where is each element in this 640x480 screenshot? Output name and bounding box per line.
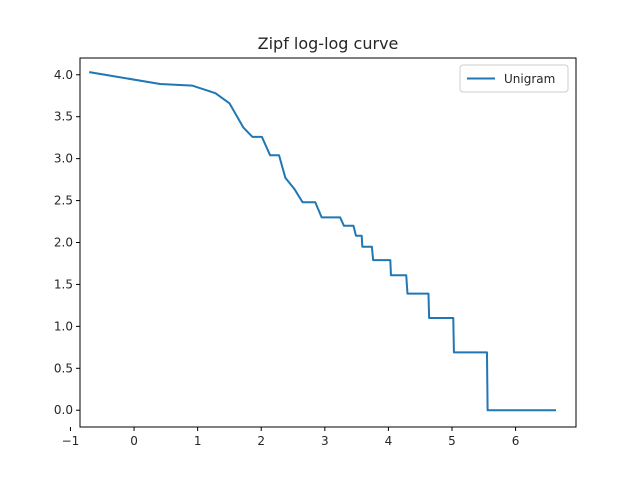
axes-layer: −1 0 1 2 3 4 5 6 0.0 0.5 1.0 1.5 2.0 2.5 3.0 3.5 4.0 xyxy=(54,57,577,448)
y-tick-label: 1.0 xyxy=(54,319,73,333)
y-tick-label: 2.5 xyxy=(54,194,73,208)
y-tick-label: 3.0 xyxy=(54,152,73,166)
x-tick-label: 3 xyxy=(321,434,329,448)
legend-box xyxy=(459,64,569,93)
y-tick-label: 0.0 xyxy=(54,403,73,417)
series-line-0 xyxy=(89,71,557,412)
y-tick-label: 1.5 xyxy=(54,277,73,291)
x-tick-label: 1 xyxy=(194,434,202,448)
y-tick-label: 0.5 xyxy=(54,361,73,375)
x-tick-label: 2 xyxy=(257,434,265,448)
x-tick-label: 6 xyxy=(512,434,520,448)
x-tick-label: 5 xyxy=(448,434,456,448)
y-tick-label: 3.5 xyxy=(54,110,73,124)
legend-label: Unigram xyxy=(504,72,555,86)
series-layer xyxy=(89,71,557,412)
legend: Unigram xyxy=(459,64,569,93)
x-tick-label: 4 xyxy=(385,434,393,448)
y-tick-label: 2.0 xyxy=(54,236,73,250)
y-tick-label: 4.0 xyxy=(54,68,73,82)
x-tick-label: 0 xyxy=(130,434,138,448)
chart-title: Zipf log-log curve xyxy=(258,34,399,53)
x-tick-label: −1 xyxy=(62,434,80,448)
